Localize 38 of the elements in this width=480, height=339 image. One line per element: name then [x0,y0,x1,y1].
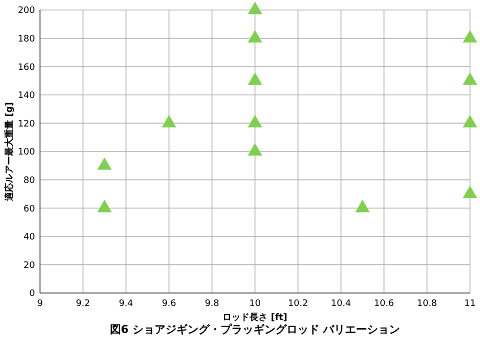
y-tick-label: 40 [24,232,36,243]
point [97,200,112,212]
x-tick-label: 10.2 [288,299,308,309]
y-tick-label: 80 [24,176,36,186]
x-tick-label: 9.4 [118,299,134,309]
text: 図6 ショアジギング・プラッギングロッド バリエーション [110,323,400,336]
y-tick-label: 200 [18,6,36,16]
x-axis-title: ロッド長さ [ft] [222,312,288,323]
x-tick-label: 9.6 [162,299,176,309]
x-tick-label: 10.6 [374,299,394,309]
y-tick-label: 180 [18,34,36,44]
x-tick-label: 11 [464,299,476,309]
x-tick-label: 10.4 [330,299,352,309]
point [248,72,262,85]
x-tick-label: 9.2 [76,299,90,309]
x-tick-label: 9 [37,299,44,309]
y-tick-label: 60 [24,204,36,214]
y-tick-label: 140 [18,91,36,102]
point [248,143,262,156]
point [248,114,262,128]
point [355,200,370,212]
y-tick-label: 120 [18,119,36,130]
y-axis-title: 適応ルアー最大重量 [g] [4,102,15,202]
x-tick-label: 10 [249,299,261,309]
y-tick-label: 0 [29,289,36,300]
point [462,114,478,128]
point [462,72,478,85]
point [97,157,112,170]
point [248,2,262,14]
y-tick-label: 160 [18,62,36,73]
point [162,114,176,128]
x-tick-label: 9.8 [204,299,220,309]
y-tick-label: 20 [24,260,36,271]
point [462,186,478,198]
point [248,30,262,42]
x-tick-label: 10.8 [416,299,438,309]
point [462,30,478,42]
y-tick-label: 100 [18,148,36,158]
